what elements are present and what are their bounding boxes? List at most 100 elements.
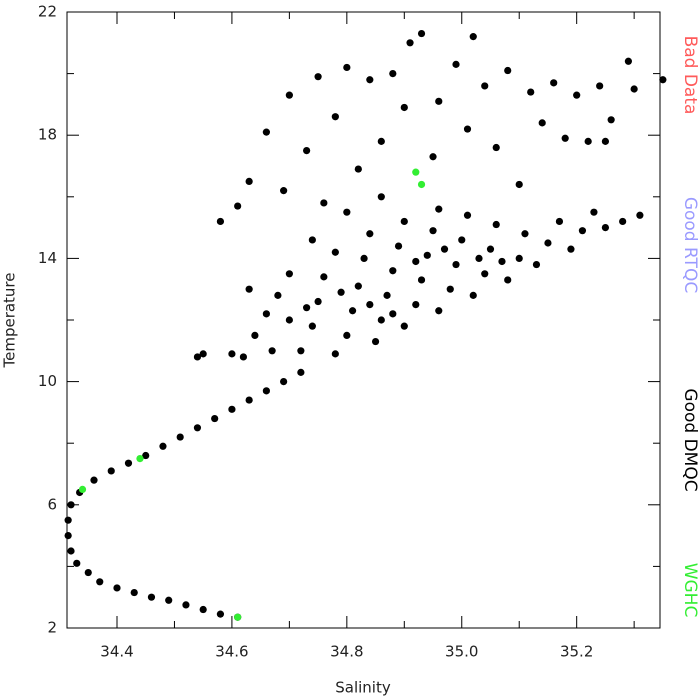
point	[659, 76, 667, 84]
point	[400, 322, 408, 330]
point	[544, 239, 552, 247]
point	[521, 230, 529, 238]
point	[314, 297, 322, 306]
point	[73, 559, 81, 567]
point	[492, 220, 500, 229]
point	[435, 205, 443, 213]
point	[96, 578, 104, 586]
point	[578, 227, 587, 235]
point	[216, 217, 225, 226]
legend-entry: Good RTQC	[680, 197, 700, 293]
point	[343, 208, 351, 216]
point	[285, 91, 293, 99]
point	[343, 63, 351, 72]
point	[366, 230, 374, 238]
point	[435, 97, 443, 105]
point	[532, 260, 541, 269]
point	[314, 73, 322, 81]
point	[234, 613, 242, 621]
point	[216, 610, 225, 618]
point	[452, 260, 460, 269]
point	[458, 236, 466, 244]
point	[429, 153, 437, 161]
x-axis-label: Salinity	[335, 679, 391, 697]
point	[469, 291, 477, 299]
point	[423, 251, 431, 259]
point	[211, 414, 219, 423]
point	[624, 57, 632, 65]
point	[377, 316, 385, 324]
point	[280, 187, 288, 195]
point	[366, 76, 374, 84]
point	[142, 451, 150, 460]
point	[498, 257, 506, 266]
point	[147, 593, 156, 601]
point	[245, 177, 253, 185]
point	[383, 291, 391, 299]
point	[228, 350, 236, 358]
point	[360, 254, 368, 262]
point	[607, 116, 615, 124]
y-tick-label: 22	[38, 3, 57, 21]
point	[280, 378, 288, 386]
point	[504, 66, 512, 75]
point	[64, 516, 72, 524]
x-tick-label: 34.8	[330, 643, 363, 661]
point	[274, 291, 282, 299]
point	[550, 79, 558, 87]
point	[239, 353, 248, 361]
point	[193, 424, 202, 432]
legend-entry: Good DMQC	[680, 388, 700, 491]
point	[417, 29, 426, 38]
point	[303, 304, 311, 312]
point	[371, 337, 380, 346]
point	[251, 331, 259, 339]
point	[555, 217, 564, 226]
point	[348, 307, 357, 315]
legend-entry: WGHC	[680, 563, 700, 618]
y-tick-label: 18	[38, 126, 57, 144]
point	[199, 350, 207, 358]
point	[389, 310, 397, 318]
point	[515, 180, 523, 189]
point	[199, 605, 207, 614]
point	[308, 322, 316, 330]
x-tick-label: 35.2	[560, 643, 593, 661]
point	[107, 467, 115, 475]
point	[412, 301, 420, 309]
point	[486, 245, 495, 253]
point	[440, 245, 449, 253]
point	[601, 137, 610, 145]
point	[285, 270, 293, 278]
point	[590, 208, 598, 216]
point	[64, 532, 72, 540]
point	[630, 85, 638, 93]
point	[584, 137, 592, 145]
point	[228, 405, 236, 413]
point	[234, 202, 242, 210]
x-tick-label: 35.0	[445, 643, 478, 661]
point	[567, 245, 575, 253]
point	[84, 568, 92, 577]
point	[619, 217, 627, 226]
point	[636, 211, 644, 219]
point	[90, 476, 98, 484]
x-tick-label: 34.6	[215, 643, 248, 661]
point	[67, 547, 75, 555]
legend-entry: Bad Data	[680, 36, 700, 115]
y-tick-label: 14	[38, 249, 57, 267]
point	[527, 88, 535, 96]
point	[297, 347, 305, 355]
plot-frame	[66, 11, 661, 629]
y-tick-label: 6	[47, 495, 57, 513]
point	[475, 254, 483, 262]
point	[343, 331, 351, 339]
y-tick-label: 2	[47, 619, 57, 637]
point	[412, 168, 420, 176]
point	[245, 396, 253, 404]
point	[377, 193, 385, 201]
point	[113, 584, 121, 592]
point	[176, 433, 184, 441]
point	[504, 276, 512, 284]
